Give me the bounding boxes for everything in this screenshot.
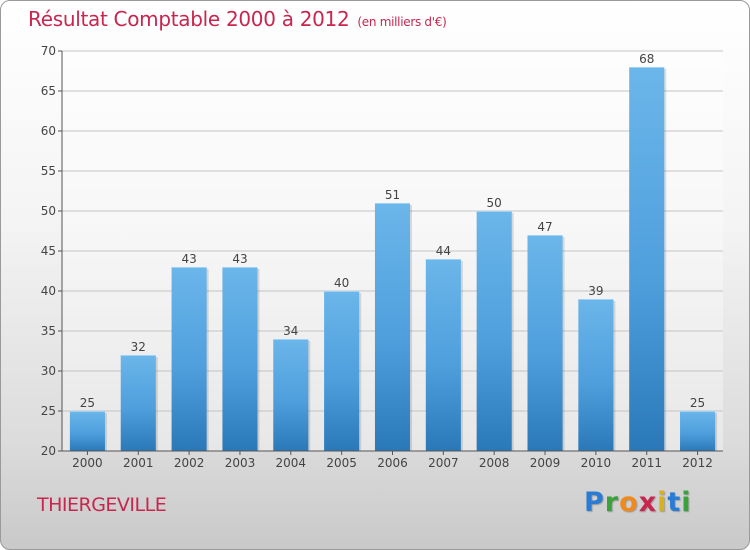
data-label: 25 [690,396,705,410]
data-label: 25 [80,396,95,410]
data-label: 47 [537,220,552,234]
y-tick-label: 50 [41,204,56,218]
data-label: 43 [181,252,196,266]
data-label: 68 [639,52,654,66]
y-tick-label: 35 [41,324,56,338]
x-tick-label: 2009 [530,456,561,470]
proxiti-logo: Proxiti [584,487,692,518]
x-tick-label: 2007 [428,456,459,470]
x-tick-label: 2001 [123,456,154,470]
logo-letter: P [584,487,605,518]
chart-subtitle: (en milliers d'€) [357,15,447,29]
bar-2008 [476,211,512,451]
y-tick-label: 65 [41,84,56,98]
x-tick-label: 2005 [326,456,357,470]
logo-letter: x [638,487,658,518]
x-tick-label: 2012 [682,456,713,470]
data-label: 32 [131,340,146,354]
data-label: 44 [436,244,451,258]
x-tick-label: 2006 [377,456,408,470]
logo-letter: i [657,487,668,518]
data-label: 34 [283,324,298,338]
data-label: 50 [487,196,502,210]
y-tick-label: 60 [41,124,56,138]
y-tick-label: 25 [41,404,56,418]
bar-2003 [222,267,258,451]
logo-letter: t [667,487,682,518]
x-tick-label: 2000 [72,456,103,470]
y-tick-label: 40 [41,284,56,298]
bar-2001 [120,355,156,451]
bar-2005 [324,291,360,451]
y-tick-label: 70 [41,44,56,58]
bar-2004 [273,339,309,451]
x-tick-label: 2010 [581,456,612,470]
y-tick-label: 30 [41,364,56,378]
data-label: 51 [385,188,400,202]
bar-2000 [69,411,105,451]
y-tick-label: 20 [41,444,56,458]
title-text: Résultat Comptable 2000 à 2012 [28,7,350,31]
x-tick-label: 2011 [631,456,662,470]
x-tick-label: 2003 [225,456,256,470]
y-tick-label: 45 [41,244,56,258]
bar-2011 [629,67,665,451]
chart-title: Résultat Comptable 2000 à 2012 (en millie… [28,7,447,31]
bar-2009 [527,235,563,451]
bar-2010 [578,299,614,451]
logo-letter: r [604,487,620,518]
data-label: 43 [232,252,247,266]
data-label: 40 [334,276,349,290]
bar-2002 [171,267,207,451]
y-tick-label: 55 [41,164,56,178]
x-tick-label: 2002 [174,456,205,470]
x-tick-label: 2008 [479,456,510,470]
commune-name: THIERGEVILLE [37,494,167,516]
bar-2012 [680,411,716,451]
bar-2006 [374,203,411,451]
logo-letter: i [681,487,692,518]
bar-2007 [425,259,461,451]
data-label: 39 [588,284,603,298]
logo-letter: o [619,487,639,518]
x-tick-label: 2004 [276,456,307,470]
